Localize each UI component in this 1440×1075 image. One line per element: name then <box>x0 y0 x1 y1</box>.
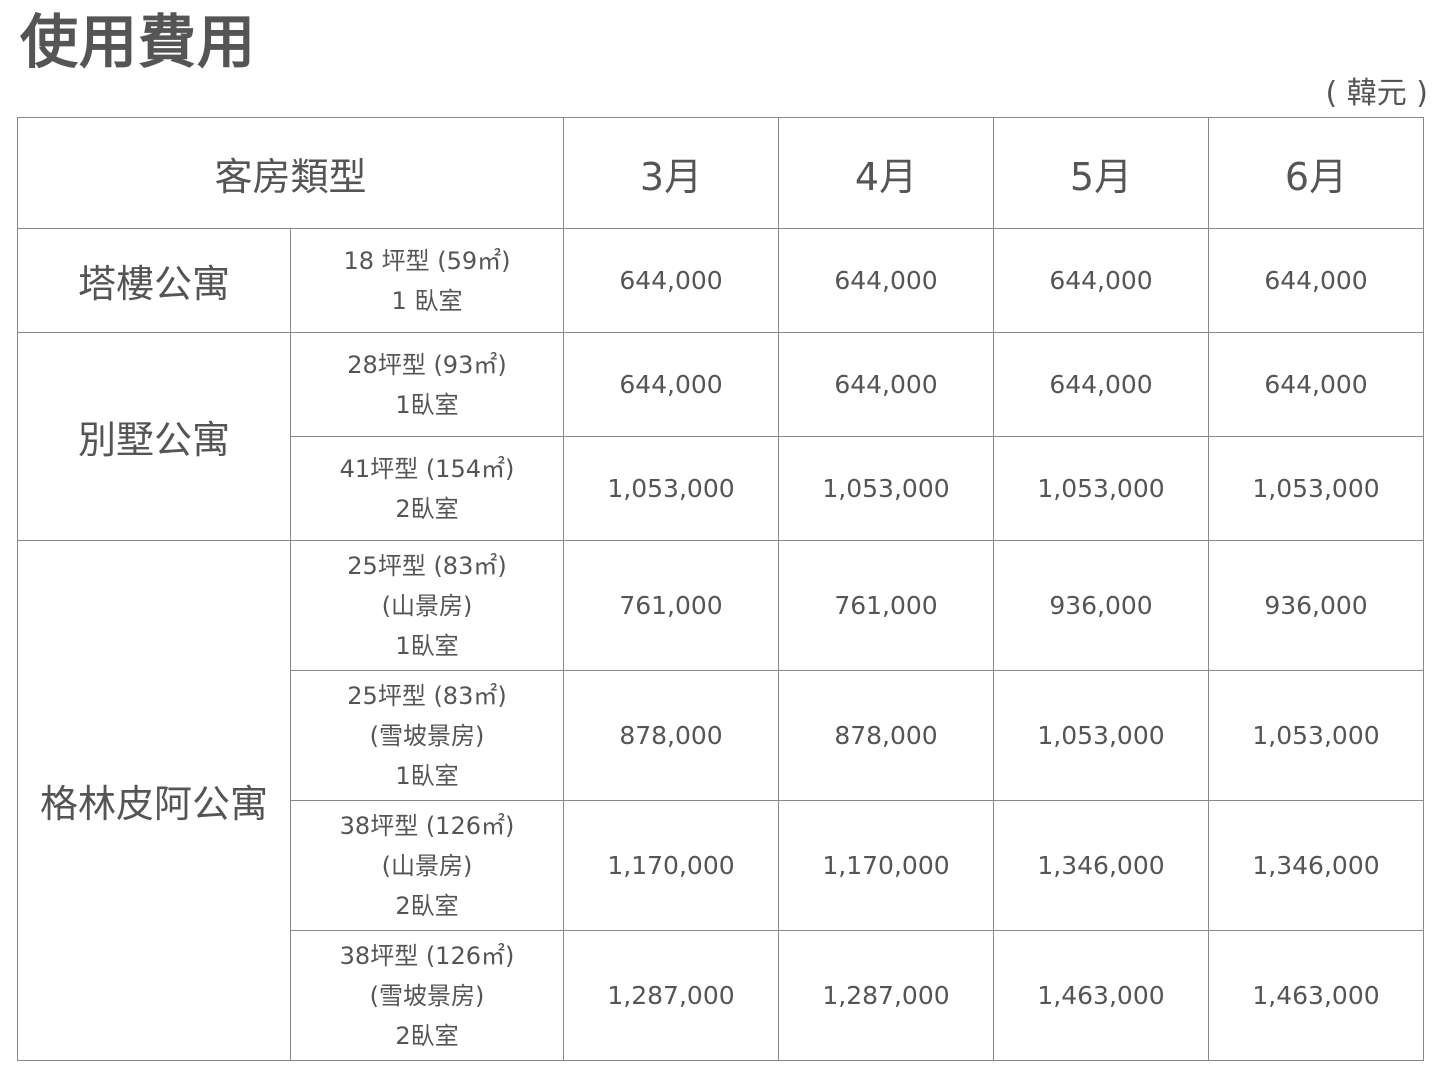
price-cell: 644,000 <box>778 332 995 437</box>
table-row: 38坪型 (126㎡) (雪坡景房) 2臥室 1,287,000 1,287,0… <box>18 930 1425 1061</box>
room-type-line: 38坪型 (126㎡) <box>339 941 515 970</box>
currency-unit-note: ( 韓元 ) <box>1325 76 1428 111</box>
price-cell: 1,053,000 <box>1208 670 1425 801</box>
room-type-line: (山景房) <box>381 591 473 620</box>
room-type-line: 2臥室 <box>395 494 459 523</box>
page-title: 使用費用 <box>20 8 257 76</box>
price-cell: 644,000 <box>1208 332 1425 437</box>
room-type-cell: 25坪型 (83㎡) (山景房) 1臥室 <box>289 540 565 671</box>
price-cell: 644,000 <box>778 228 995 333</box>
price-cell: 1,463,000 <box>1208 930 1425 1061</box>
price-cell: 1,463,000 <box>993 930 1210 1061</box>
price-cell: 761,000 <box>563 540 780 671</box>
price-cell: 1,053,000 <box>993 670 1210 801</box>
room-type-cell: 25坪型 (83㎡) (雪坡景房) 1臥室 <box>289 670 565 801</box>
price-cell: 1,053,000 <box>993 436 1210 541</box>
room-type-line: 41坪型 (154㎡) <box>339 454 515 483</box>
price-cell: 878,000 <box>778 670 995 801</box>
price-cell: 644,000 <box>993 332 1210 437</box>
category-cell: 塔樓公寓 <box>17 228 291 333</box>
header-month: 4月 <box>778 117 995 229</box>
table-row: 塔樓公寓 18 坪型 (59㎡) 1 臥室 644,000 644,000 64… <box>17 228 1425 333</box>
price-cell: 1,287,000 <box>778 930 995 1061</box>
pricing-table: 客房類型 3月 4月 5月 6月 塔樓公寓 18 坪型 (59㎡) 1 臥室 6… <box>16 117 1425 1061</box>
price-cell: 1,170,000 <box>563 800 780 931</box>
price-cell: 644,000 <box>993 228 1210 333</box>
header-month: 3月 <box>563 117 780 229</box>
table-header-row: 客房類型 3月 4月 5月 6月 <box>16 117 1425 229</box>
room-type-cell: 18 坪型 (59㎡) 1 臥室 <box>289 228 565 333</box>
room-type-line: 2臥室 <box>395 1021 459 1050</box>
room-type-line: 18 坪型 (59㎡) <box>343 246 511 275</box>
room-type-line: (山景房) <box>381 851 473 880</box>
price-cell: 761,000 <box>778 540 995 671</box>
price-cell: 936,000 <box>1208 540 1425 671</box>
room-type-cell: 38坪型 (126㎡) (山景房) 2臥室 <box>289 800 565 931</box>
price-cell: 644,000 <box>563 332 780 437</box>
header-month: 6月 <box>1208 117 1425 229</box>
room-type-line: 1臥室 <box>395 390 459 419</box>
price-cell: 1,053,000 <box>778 436 995 541</box>
price-cell: 1,170,000 <box>778 800 995 931</box>
room-type-line: (雪坡景房) <box>369 981 485 1010</box>
room-type-cell: 41坪型 (154㎡) 2臥室 <box>289 436 565 541</box>
price-cell: 1,346,000 <box>993 800 1210 931</box>
header-room-type: 客房類型 <box>16 117 565 229</box>
room-type-line: 25坪型 (83㎡) <box>347 551 507 580</box>
room-type-line: 28坪型 (93㎡) <box>347 350 507 379</box>
room-type-line: (雪坡景房) <box>369 721 485 750</box>
price-cell: 936,000 <box>993 540 1210 671</box>
table-row: 25坪型 (83㎡) (雪坡景房) 1臥室 878,000 878,000 1,… <box>18 670 1425 801</box>
room-type-line: 38坪型 (126㎡) <box>339 811 515 840</box>
category-cell: 格林皮阿公寓 <box>17 540 291 1061</box>
header-month: 5月 <box>993 117 1210 229</box>
price-cell: 1,287,000 <box>563 930 780 1061</box>
room-type-line: 1臥室 <box>395 761 459 790</box>
price-cell: 644,000 <box>1208 228 1425 333</box>
table-row: 別墅公寓 28坪型 (93㎡) 1臥室 644,000 644,000 644,… <box>17 332 1425 541</box>
price-cell: 878,000 <box>563 670 780 801</box>
table-row: 41坪型 (154㎡) 2臥室 1,053,000 1,053,000 1,05… <box>18 436 1425 541</box>
price-cell: 1,053,000 <box>1208 436 1425 541</box>
table-row: 38坪型 (126㎡) (山景房) 2臥室 1,170,000 1,170,00… <box>18 800 1425 931</box>
table-row: 格林皮阿公寓 25坪型 (83㎡) (山景房) 1臥室 761,000 761,… <box>17 540 1425 1061</box>
room-type-line: 2臥室 <box>395 891 459 920</box>
room-type-line: 1臥室 <box>395 631 459 660</box>
room-type-line: 1 臥室 <box>391 286 463 315</box>
price-cell: 1,346,000 <box>1208 800 1425 931</box>
room-type-cell: 38坪型 (126㎡) (雪坡景房) 2臥室 <box>289 930 565 1061</box>
category-cell: 別墅公寓 <box>17 332 291 541</box>
price-cell: 1,053,000 <box>563 436 780 541</box>
room-type-cell: 28坪型 (93㎡) 1臥室 <box>289 332 565 437</box>
room-type-line: 25坪型 (83㎡) <box>347 681 507 710</box>
price-cell: 644,000 <box>563 228 780 333</box>
